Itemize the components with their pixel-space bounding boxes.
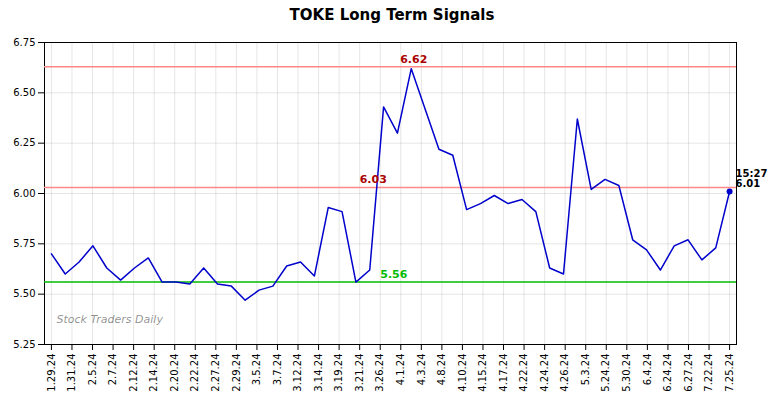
svg-text:3.12.24: 3.12.24 [292,354,303,392]
svg-text:2.22.24: 2.22.24 [189,354,200,392]
svg-text:2.5.24: 2.5.24 [87,354,98,386]
svg-text:4.15.24: 4.15.24 [477,354,488,392]
svg-text:7.25.24: 7.25.24 [724,354,735,392]
svg-text:6.62: 6.62 [400,53,427,66]
svg-text:15:276.01: 15:276.01 [736,168,768,189]
svg-text:3.26.24: 3.26.24 [374,354,385,392]
svg-text:6.24.24: 6.24.24 [662,354,673,392]
svg-text:6.50: 6.50 [13,87,35,98]
svg-text:1.29.24: 1.29.24 [46,354,57,392]
svg-text:4.8.24: 4.8.24 [436,354,447,386]
svg-text:4.26.24: 4.26.24 [559,354,570,392]
svg-text:6.25: 6.25 [13,137,35,148]
svg-text:4.1.24: 4.1.24 [395,354,406,386]
svg-text:5.25: 5.25 [13,339,35,350]
svg-text:2.27.24: 2.27.24 [210,354,221,392]
svg-text:6.27.24: 6.27.24 [683,354,694,392]
svg-text:3.21.24: 3.21.24 [354,354,365,392]
svg-text:4.3.24: 4.3.24 [416,354,427,386]
svg-text:Stock Traders Daily: Stock Traders Daily [57,313,164,326]
svg-text:5.3.24: 5.3.24 [580,354,591,386]
svg-text:6.75: 6.75 [13,37,35,48]
svg-text:4.22.24: 4.22.24 [518,354,529,392]
svg-text:5.56: 5.56 [380,268,407,281]
svg-text:2.29.24: 2.29.24 [231,354,242,392]
svg-text:2.7.24: 2.7.24 [107,354,118,386]
svg-text:6.00: 6.00 [13,188,35,199]
svg-text:3.19.24: 3.19.24 [333,354,344,392]
svg-text:6.4.24: 6.4.24 [642,354,653,386]
svg-text:5.50: 5.50 [13,288,35,299]
svg-text:4.17.24: 4.17.24 [498,354,509,392]
svg-text:2.14.24: 2.14.24 [148,354,159,392]
svg-text:5.75: 5.75 [13,238,35,249]
svg-text:6.03: 6.03 [360,173,387,186]
svg-text:7.22.24: 7.22.24 [703,354,714,392]
html-text:TOKE Long Term Signals: TOKE Long Term Signals [289,6,495,24]
svg-text:5.24.24: 5.24.24 [600,354,611,392]
svg-text:1.31.24: 1.31.24 [66,354,77,392]
svg-text:3.7.24: 3.7.24 [272,354,283,386]
svg-text:3.14.24: 3.14.24 [313,354,324,392]
svg-text:4.10.24: 4.10.24 [457,354,468,392]
svg-text:2.20.24: 2.20.24 [169,354,180,392]
svg-text:2.12.24: 2.12.24 [128,354,139,392]
svg-text:4.24.24: 4.24.24 [539,354,550,392]
svg-text:3.5.24: 3.5.24 [251,354,262,386]
svg-text:5.30.24: 5.30.24 [621,354,632,392]
